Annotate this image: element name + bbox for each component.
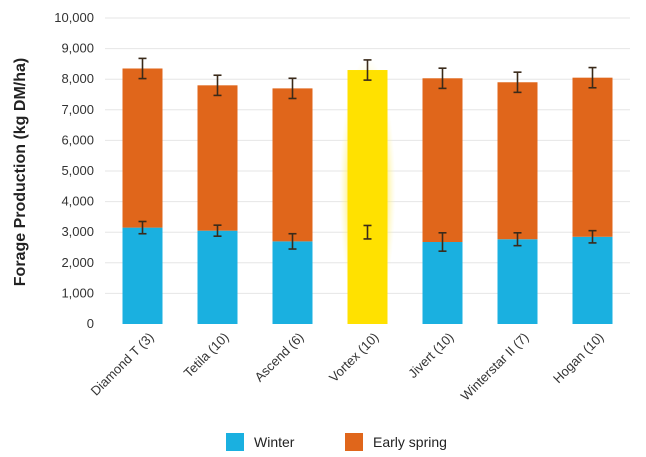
legend-swatch: [226, 433, 244, 451]
legend: Winter Early spring: [226, 433, 447, 451]
y-tick-label: 7,000: [61, 102, 94, 117]
x-axis: Diamond T (3) Tetila (10) Ascend (6) Vortex…: [88, 330, 607, 404]
legend-label: Early spring: [373, 434, 447, 450]
x-tick-label: Diamond T (3): [88, 330, 157, 399]
error-bar-early-spring: [138, 57, 147, 80]
bar-early-spring: [122, 68, 163, 228]
x-tick-label: Jivert (10): [405, 330, 456, 381]
error-bar-winter: [288, 232, 297, 250]
bar-winter: [497, 239, 538, 324]
legend-item: Winter: [226, 433, 295, 451]
y-tick-label: 1,000: [61, 285, 94, 300]
bar-early-spring: [197, 85, 238, 231]
error-bar-winter: [213, 224, 222, 237]
x-tick-label: Tetila (10): [181, 330, 232, 381]
bar-winter: [122, 227, 163, 324]
y-tick-label: 5,000: [61, 163, 94, 178]
y-tick-label: 10,000: [54, 10, 94, 25]
error-bar-early-spring: [288, 77, 297, 100]
error-bar-early-spring: [213, 74, 222, 97]
x-tick-label: Ascend (6): [252, 330, 307, 385]
bar-winter: [197, 230, 238, 324]
bar-early-spring: [572, 77, 613, 237]
y-tick-label: 8,000: [61, 71, 94, 86]
x-tick-label: Winterstar II (7): [458, 330, 532, 404]
x-tick-label: Hogan (10): [550, 330, 607, 387]
error-bar-winter: [138, 220, 147, 235]
error-bar-winter: [588, 229, 597, 244]
y-tick-label: 9,000: [61, 41, 94, 56]
y-tick-label: 3,000: [61, 224, 94, 239]
legend-item: Early spring: [345, 433, 447, 451]
y-axis-title: Forage Production (kg DM/ha): [12, 58, 29, 286]
y-tick-label: 6,000: [61, 132, 94, 147]
bar-highlight: [347, 70, 388, 325]
error-bar-winter: [513, 232, 522, 247]
bar-early-spring: [497, 82, 538, 240]
legend-label: Winter: [254, 434, 295, 450]
error-bar-early-spring: [588, 66, 597, 89]
error-bar-early-spring: [513, 71, 522, 94]
y-tick-label: 0: [87, 316, 94, 331]
y-tick-label: 4,000: [61, 194, 94, 209]
bars: [122, 57, 613, 325]
x-tick-label: Vortex (10): [326, 330, 382, 386]
error-bar-early-spring: [438, 67, 447, 90]
error-bar-winter: [438, 232, 447, 252]
error-bar-winter: [363, 224, 372, 240]
bar-winter: [422, 241, 463, 324]
legend-swatch: [345, 433, 363, 451]
bar-early-spring: [272, 88, 313, 242]
bar-winter: [572, 236, 613, 324]
y-axis: 0 1,000 2,000 3,000 4,000 5,000 6,000 7,000 8,00…: [54, 10, 94, 331]
bar-early-spring: [422, 78, 463, 242]
error-bar-early-spring: [363, 59, 372, 81]
y-tick-label: 2,000: [61, 255, 94, 270]
bar-winter: [272, 241, 313, 324]
